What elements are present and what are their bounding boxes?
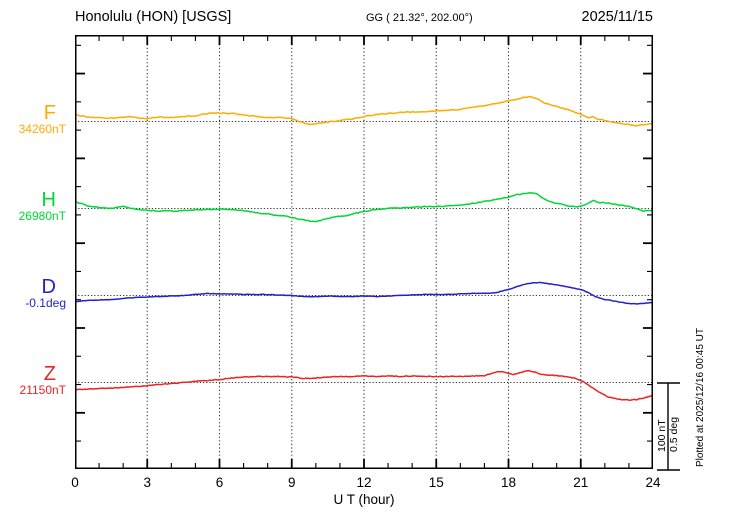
- trace-D: [75, 281, 653, 305]
- trace-F: [75, 95, 653, 127]
- channel-letter-H: H: [41, 189, 56, 211]
- channel-letter-Z: Z: [43, 363, 56, 385]
- x-tick-label: 9: [287, 475, 296, 490]
- x-axis-title: U T (hour): [333, 492, 395, 507]
- plotted-at-note: Plotted at 2025/12/16 00:45 UT: [695, 328, 706, 467]
- observatory-title: Honolulu (HON) [USGS]: [75, 9, 232, 25]
- x-axis-tick-labels: 0 3 6 9 12 15 18 21 24: [71, 475, 660, 490]
- channel-baseline-F: 34260nT: [18, 122, 66, 136]
- x-tick-label: 24: [645, 475, 661, 490]
- plot-date: 2025/11/15: [581, 9, 654, 25]
- x-tick-label: 0: [71, 475, 79, 490]
- scale-bar-label-deg: 0.5 deg: [668, 416, 680, 452]
- channel-label-D: D -0.1deg: [0, 276, 66, 310]
- channel-letter-F: F: [43, 102, 56, 124]
- channel-baseline-H: 26980nT: [18, 209, 66, 223]
- trace-Z: [75, 369, 653, 401]
- trace-H: [75, 192, 653, 223]
- x-tick-label: 18: [500, 475, 517, 490]
- x-tick-label: 12: [356, 475, 372, 490]
- channel-baseline-Z: 21150nT: [19, 383, 66, 397]
- magnetogram-canvas: [75, 35, 653, 469]
- channel-letter-D: D: [41, 276, 56, 298]
- x-tick-label: 21: [573, 475, 589, 490]
- channel-baseline-D: -0.1deg: [25, 296, 66, 310]
- plot-border: [75, 35, 653, 469]
- channel-label-Z: Z 21150nT: [0, 363, 66, 397]
- scale-bar-label-nt: 100 nT: [656, 419, 668, 452]
- scale-bar: [657, 382, 680, 471]
- channel-label-F: F 34260nT: [0, 102, 66, 136]
- x-tick-label: 6: [215, 475, 224, 490]
- geographic-coordinates: GG ( 21.32°, 202.00°): [366, 12, 473, 24]
- plot-area: [75, 35, 653, 469]
- scale-bar-label: 100 nT 0.5 deg: [656, 398, 682, 452]
- channel-label-H: H 26980nT: [0, 189, 66, 223]
- x-tick-label: 3: [143, 475, 152, 490]
- x-tick-label: 15: [428, 475, 444, 490]
